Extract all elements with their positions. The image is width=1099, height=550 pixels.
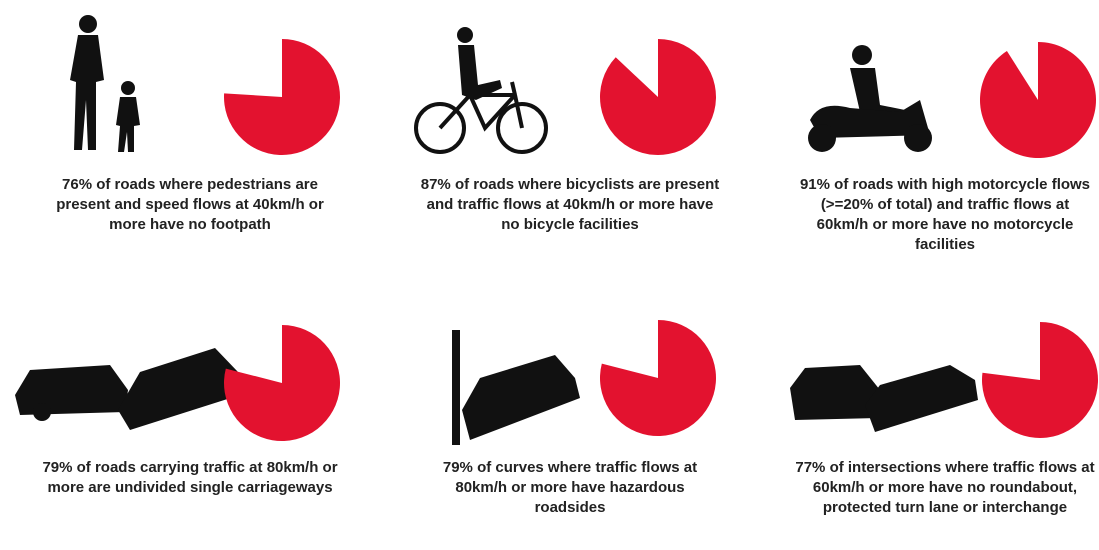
icon xyxy=(70,35,104,150)
infographic: 76% of roads where pedestrians are prese… xyxy=(0,0,1099,550)
caption: 79% of curves where traffic flows at 80k… xyxy=(420,458,720,518)
caption-text: of roads carrying traffic at 80km/h or m… xyxy=(47,459,337,496)
icon xyxy=(116,97,140,152)
caption-text: of roads where bicyclists are present an… xyxy=(427,176,720,233)
value-label: 76% xyxy=(62,176,92,193)
caption: 79% of roads carrying traffic at 80km/h … xyxy=(40,458,340,498)
caption-text: of roads where pedestrians are present a… xyxy=(56,176,324,233)
value-label: 79% xyxy=(42,459,72,476)
value-label: 91% xyxy=(800,176,830,193)
icon xyxy=(457,27,473,43)
icon xyxy=(904,124,932,152)
icon xyxy=(852,45,872,65)
icon xyxy=(118,348,240,430)
pie-slice xyxy=(224,39,340,155)
icon xyxy=(452,330,460,445)
icon xyxy=(15,365,128,415)
caption: 77% of intersections where traffic flows… xyxy=(795,458,1095,518)
caption: 76% of roads where pedestrians are prese… xyxy=(40,175,340,235)
icon xyxy=(458,45,502,100)
pie-slice xyxy=(224,325,340,441)
caption: 91% of roads with high motorcycle flows … xyxy=(795,175,1095,255)
pie-slice xyxy=(980,42,1096,158)
caption-text: of curves where traffic flows at 80km/h … xyxy=(455,459,697,516)
value-label: 77% xyxy=(795,459,825,476)
icon xyxy=(79,15,97,33)
pie-slice xyxy=(600,320,716,436)
icon xyxy=(865,365,978,432)
pie-slice xyxy=(600,39,716,155)
icon xyxy=(121,81,135,95)
caption: 87% of roads where bicyclists are presen… xyxy=(420,175,720,235)
icon xyxy=(462,355,580,440)
icon xyxy=(790,365,880,420)
caption-text: of roads with high motorcycle flows (>=2… xyxy=(817,176,1090,253)
icon xyxy=(33,403,51,421)
pie-slice xyxy=(982,322,1098,438)
caption-text: of intersections where traffic flows at … xyxy=(813,459,1095,516)
icon xyxy=(808,124,836,152)
value-label: 79% xyxy=(443,459,473,476)
value-label: 87% xyxy=(421,176,451,193)
